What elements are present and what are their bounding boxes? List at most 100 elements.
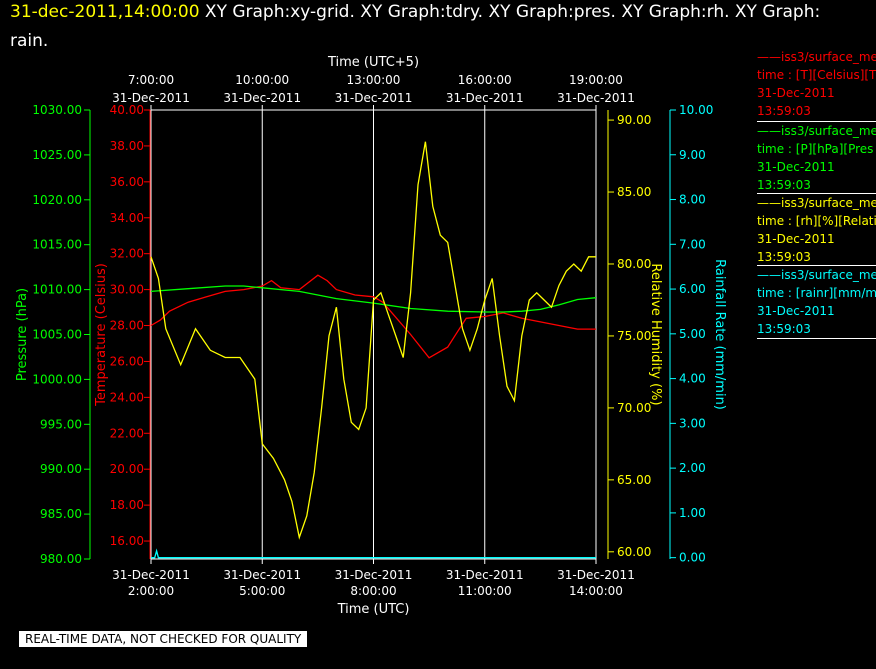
x-tick-label-time: 2:00:00 [128, 584, 174, 598]
pressure-axis-tick-label: 1005.00 [32, 328, 82, 342]
legend-entry-rainfall[interactable]: ——iss3/surface_me time : [rainr][mm/mi 3… [757, 265, 876, 339]
pressure-axis-tick-label: 1030.00 [32, 103, 82, 117]
rain-axis-tick-label: 8.00 [679, 193, 706, 207]
pressure-axis-tick-label: 1020.00 [32, 193, 82, 207]
legend-name: iss3/surface_me [781, 50, 876, 64]
quality-warning: REAL-TIME DATA, NOT CHECKED FOR QUALITY [19, 631, 308, 647]
rain-axis-tick-label: 7.00 [679, 237, 706, 251]
x-tick-label-date: 31-Dec-2011 [446, 568, 524, 582]
rainfall-line [151, 548, 596, 559]
rh-axis-tick-label: 90.00 [617, 113, 651, 127]
pressure-axis-tick-label: 985.00 [40, 507, 82, 521]
x-top-tick-label-date: 31-Dec-2011 [335, 91, 413, 105]
legend-detail: time : [rainr][mm/mi [757, 286, 876, 300]
legend-swatch-humidity: —— [757, 196, 781, 210]
rain-axis-tick-label: 1.00 [679, 506, 706, 520]
legend-detail: time : [P][hPa][Pres [757, 142, 874, 156]
x-top-tick-label-time: 7:00:00 [128, 73, 174, 87]
temperature-axis-tick-label: 24.00 [110, 390, 144, 404]
legend-time: 13:59:03 [757, 322, 811, 336]
x-top-tick-label-date: 31-Dec-2011 [446, 91, 524, 105]
temperature-axis-tick-label: 32.00 [110, 247, 144, 261]
rain-axis-tick-label: 0.00 [679, 551, 706, 565]
rain-axis-tick-label: 9.00 [679, 148, 706, 162]
temperature-line [150, 274, 596, 359]
x-top-tick-label-date: 31-Dec-2011 [557, 91, 635, 105]
x-tick-label-date: 31-Dec-2011 [223, 568, 301, 582]
legend-date: 31-Dec-2011 [757, 86, 835, 100]
pressure-axis-title: Pressure (hPa) [15, 288, 30, 381]
rh-axis-title: Relative Humidity (%) [648, 263, 663, 405]
temperature-axis-tick-label: 16.00 [110, 534, 144, 548]
rh-axis-tick-label: 75.00 [617, 329, 651, 343]
rh-axis-tick-label: 70.00 [617, 401, 651, 415]
rain-axis-tick-label: 10.00 [679, 103, 713, 117]
rh-axis-tick-label: 60.00 [617, 545, 651, 559]
legend-swatch-temperature: —— [757, 50, 781, 64]
temperature-axis-tick-label: 18.00 [110, 498, 144, 512]
rh-axis-tick-label: 80.00 [617, 257, 651, 271]
x-tick-label-time: 5:00:00 [239, 584, 285, 598]
x-top-tick-label-date: 31-Dec-2011 [112, 91, 190, 105]
temperature-axis-title: Temperature (Celsius) [94, 263, 109, 407]
x-top-tick-label-time: 13:00:00 [347, 73, 401, 87]
temperature-axis-tick-label: 20.00 [110, 462, 144, 476]
rain-axis-tick-label: 4.00 [679, 372, 706, 386]
temperature-axis-tick-label: 28.00 [110, 319, 144, 333]
legend-date: 31-Dec-2011 [757, 160, 835, 174]
x-tick-label-time: 11:00:00 [458, 584, 512, 598]
legend-time: 13:59:03 [757, 178, 811, 192]
graph-header-continued: rain. [10, 30, 48, 52]
x-tick-label-time: 14:00:00 [569, 584, 623, 598]
legend-detail: time : [T][Celsius][T [757, 68, 876, 82]
x-tick-label-time: 8:00:00 [350, 584, 396, 598]
pressure-axis-tick-label: 1015.00 [32, 238, 82, 252]
legend-detail: time : [rh][%][Relati [757, 214, 876, 228]
pressure-axis-tick-label: 980.00 [40, 552, 82, 566]
x-top-tick-label-time: 10:00:00 [235, 73, 289, 87]
legend-name: iss3/surface_me [781, 124, 876, 138]
rain-axis-tick-label: 5.00 [679, 327, 706, 341]
header-graph-list-end: rain. [10, 31, 49, 51]
header-timestamp: 31-dec-2011,14:00:00 [10, 2, 200, 22]
temperature-axis-tick-label: 34.00 [110, 211, 144, 225]
pressure-axis-tick-label: 1000.00 [32, 372, 82, 386]
pressure-axis-tick-label: 1010.00 [32, 283, 82, 297]
legend-swatch-pressure: —— [757, 124, 781, 138]
legend-date: 31-Dec-2011 [757, 232, 835, 246]
legend-time: 13:59:03 [757, 104, 811, 118]
x-tick-label-date: 31-Dec-2011 [335, 568, 413, 582]
legend-entry-temperature[interactable]: ——iss3/surface_me time : [T][Celsius][T … [757, 48, 876, 120]
x-top-tick-label-time: 16:00:00 [458, 73, 512, 87]
x-top-tick-label-date: 31-Dec-2011 [223, 91, 301, 105]
legend-entry-pressure[interactable]: ——iss3/surface_me time : [P][hPa][Pres 3… [757, 121, 876, 194]
temperature-axis-tick-label: 38.00 [110, 139, 144, 153]
x-tick-label-date: 31-Dec-2011 [557, 568, 635, 582]
legend-name: iss3/surface_me [781, 268, 876, 282]
graph-header: 31-dec-2011,14:00:00 XY Graph:xy-grid. X… [10, 1, 820, 23]
legend-entry-humidity[interactable]: ——iss3/surface_me time : [rh][%][Relati … [757, 193, 876, 266]
temperature-axis-tick-label: 36.00 [110, 175, 144, 189]
rain-axis-tick-label: 2.00 [679, 461, 706, 475]
rh-axis-tick-label: 85.00 [617, 185, 651, 199]
pressure-axis-tick-label: 1025.00 [32, 148, 82, 162]
legend-time: 13:59:03 [757, 250, 811, 264]
header-graph-list: XY Graph:xy-grid. XY Graph:tdry. XY Grap… [199, 2, 821, 22]
temperature-axis-tick-label: 22.00 [110, 426, 144, 440]
temperature-axis-tick-label: 40.00 [110, 103, 144, 117]
pressure-axis-tick-label: 995.00 [40, 417, 82, 431]
x-axis-label: Time (UTC) [337, 602, 410, 617]
legend-date: 31-Dec-2011 [757, 304, 835, 318]
x-top-axis-label: Time (UTC+5) [327, 55, 419, 70]
rain-axis-tick-label: 3.00 [679, 416, 706, 430]
rain-axis-tick-label: 6.00 [679, 282, 706, 296]
legend-swatch-rainfall: —— [757, 268, 781, 282]
rain-axis-title: Rainfall Rate (mm/min) [712, 259, 727, 410]
humidity-line [150, 141, 596, 540]
temperature-axis-tick-label: 30.00 [110, 283, 144, 297]
x-tick-label-date: 31-Dec-2011 [112, 568, 190, 582]
temperature-axis-tick-label: 26.00 [110, 354, 144, 368]
legend-name: iss3/surface_me [781, 196, 876, 210]
pressure-line [150, 285, 597, 313]
